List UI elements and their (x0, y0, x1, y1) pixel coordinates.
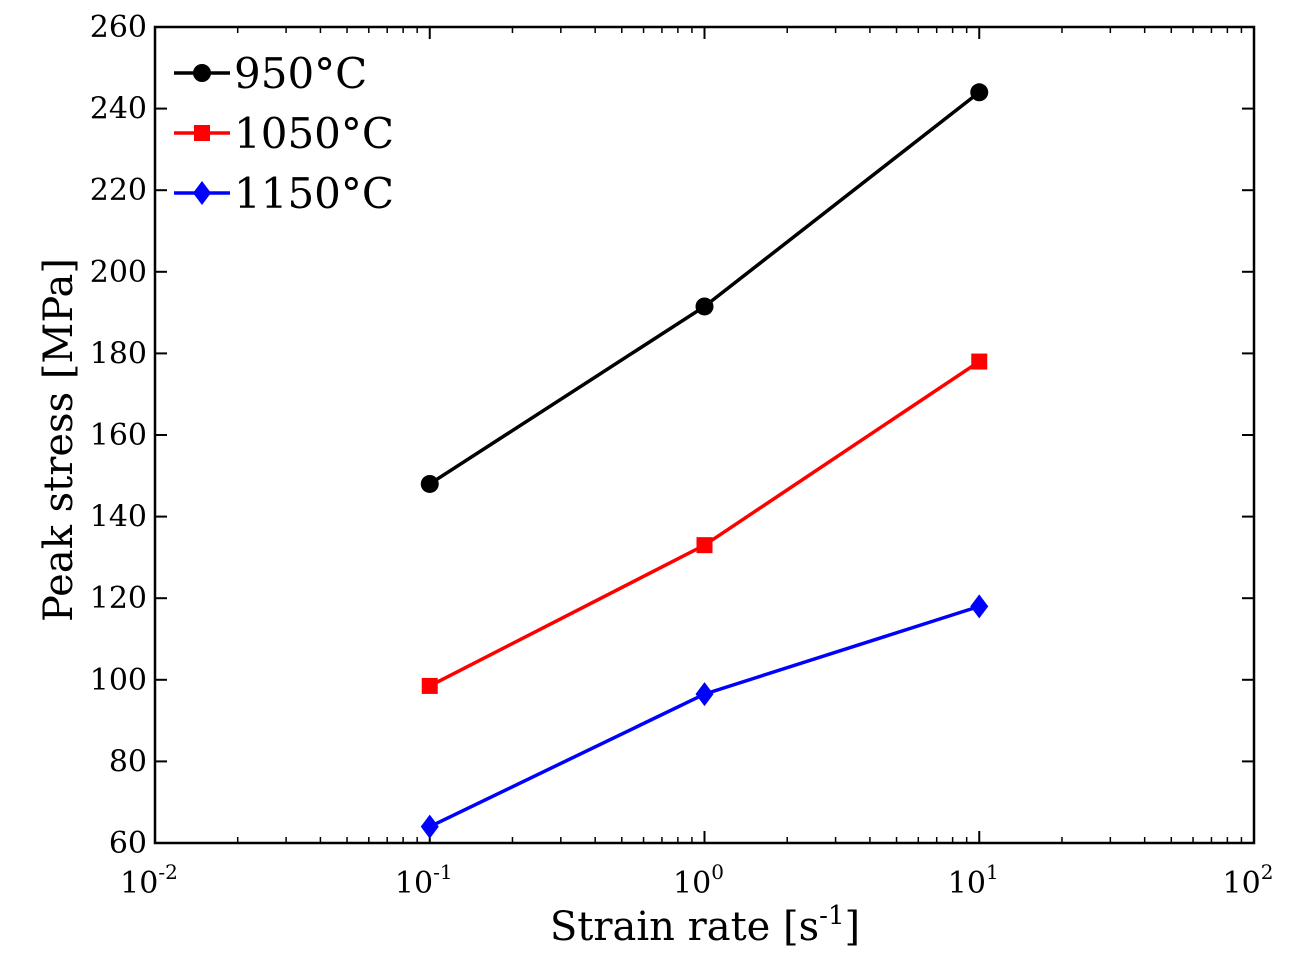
legend-label: 1150°C (234, 169, 394, 218)
data-point (695, 682, 714, 707)
legend-label: 950°C (234, 49, 367, 98)
series-1050°C (421, 353, 988, 694)
y-tick-label: 140 (90, 500, 147, 535)
y-tick-label: 260 (90, 10, 147, 45)
legend-marker (194, 125, 210, 141)
plot-frame (153, 25, 1256, 845)
x-tick-exponent: 0 (711, 860, 724, 884)
y-tick-label: 220 (90, 173, 147, 208)
x-tick-base: 10 (948, 866, 986, 901)
x-tick-exponent: -2 (158, 860, 177, 884)
x-tick-base: 10 (1223, 866, 1261, 901)
y-axis-label: Peak stress [MPa] (36, 258, 82, 622)
y-tick-label: 180 (90, 336, 147, 371)
x-axis-label-sup: -1 (819, 901, 844, 931)
data-point (420, 474, 439, 493)
x-tick-label: 102 (1223, 860, 1274, 901)
data-point (970, 594, 989, 619)
series-line (428, 360, 981, 688)
y-tick-label: 200 (90, 255, 147, 290)
x-axis-label-main: Strain rate [s (550, 904, 819, 950)
legend-marker (193, 181, 211, 205)
data-point (696, 537, 713, 554)
series-layer (420, 83, 989, 839)
y-tick-label: 100 (90, 663, 147, 698)
legend-marker (193, 64, 211, 82)
x-tick-label: 10-1 (395, 860, 453, 901)
y-tick-label: 80 (109, 744, 147, 779)
data-point (970, 83, 989, 102)
series-line (428, 90, 981, 486)
data-point (971, 353, 988, 370)
legend-entry: 950°C (174, 49, 367, 98)
y-tick-label: 120 (90, 581, 147, 616)
x-axis-label: Strain rate [s-1] (550, 901, 860, 950)
x-tick-label: 10-2 (120, 860, 178, 901)
x-tick-base: 10 (673, 866, 711, 901)
legend-entry: 1050°C (174, 109, 394, 158)
data-point (421, 677, 438, 694)
x-tick-label: 100 (673, 860, 724, 901)
x-tick-exponent: 1 (986, 860, 999, 884)
series-950°C (420, 83, 989, 493)
legend-entry: 1150°C (174, 169, 394, 218)
x-axis-label-suffix: ] (845, 904, 861, 950)
legend-label: 1050°C (234, 109, 394, 158)
y-tick-label: 60 (109, 826, 147, 861)
y-tick-labels: 60 80 100 120 140 160 180 200 220 240 260 (90, 10, 147, 861)
data-point (420, 814, 439, 839)
x-tick-label: 101 (948, 860, 999, 901)
y-tick-label: 160 (90, 418, 147, 453)
x-tick-base: 10 (120, 866, 158, 901)
x-tick-base: 10 (395, 866, 433, 901)
x-tick-exponent: -1 (433, 860, 452, 884)
series-1150°C (420, 594, 989, 839)
x-tick-exponent: 2 (1261, 860, 1274, 884)
series-line (428, 604, 980, 829)
x-tick-labels: 10-2 10-1 100 101 102 (120, 860, 1273, 901)
y-tick-label: 240 (90, 92, 147, 127)
data-point (695, 297, 714, 316)
legend: 950°C 1050°C 1150°C (174, 49, 394, 218)
